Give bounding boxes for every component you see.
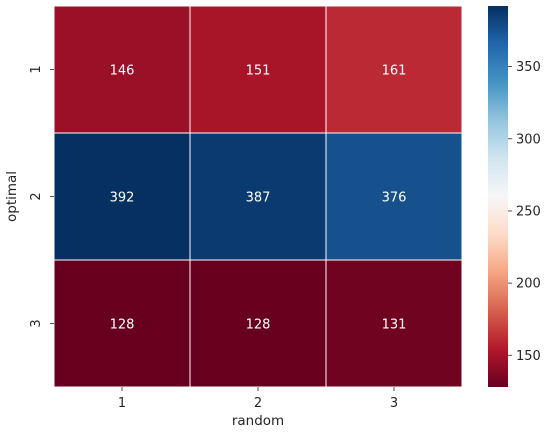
colorbar-tick-label-3: 250: [516, 204, 541, 219]
heatmap-cell-labels: 146 151 161 392 387 376 128 128 131: [110, 64, 407, 333]
x-axis-label: random: [232, 413, 284, 429]
heatmap-cell-r2-c2: [189, 132, 327, 261]
heatmap-cell-label-r2-c3: 376: [382, 191, 407, 206]
y-tick-label-2: 2: [29, 192, 44, 200]
heatmap-cell-label-r3-c3: 131: [382, 318, 407, 333]
heatmap-cell-label-r2-c2: 387: [246, 191, 271, 206]
heatmap-cells: [53, 5, 463, 388]
colorbar-tick-label-1: 150: [516, 349, 541, 364]
x-tick-label-2: 2: [254, 396, 262, 411]
x-axis-ticks: 1 2 3: [118, 387, 398, 411]
y-tick-label-1: 1: [29, 65, 44, 73]
colorbar-tick-label-5: 350: [516, 60, 541, 75]
heatmap-cell-label-r1-c3: 161: [382, 64, 407, 79]
y-tick-label-3: 3: [29, 319, 44, 327]
y-axis-ticks: 1 2 3: [29, 65, 54, 328]
heatmap-cell-label-r2-c1: 392: [110, 191, 135, 206]
colorbar-ticks: 150 200 250 300 350: [508, 60, 541, 364]
heatmap-cell-label-r3-c1: 128: [110, 318, 135, 333]
heatmap-cell-label-r1-c1: 146: [110, 64, 135, 79]
heatmap-cell-r1-c1: [53, 5, 191, 134]
colorbar: [488, 6, 508, 387]
heatmap-cell-r2-c1: [53, 132, 191, 261]
x-tick-label-1: 1: [118, 396, 126, 411]
y-axis-label: optimal: [4, 171, 20, 222]
heatmap-cell-r1-c2: [189, 5, 327, 134]
colorbar-tick-label-2: 200: [516, 277, 541, 292]
heatmap-cell-label-r3-c2: 128: [246, 318, 271, 333]
x-tick-label-3: 3: [390, 396, 398, 411]
heatmap-cell-r3-c2: [189, 259, 327, 388]
heatmap-cell-r2-c3: [325, 132, 463, 261]
heatmap-cell-label-r1-c2: 151: [246, 64, 271, 79]
heatmap-cell-r1-c3: [325, 5, 463, 134]
colorbar-tick-label-4: 300: [516, 132, 541, 147]
